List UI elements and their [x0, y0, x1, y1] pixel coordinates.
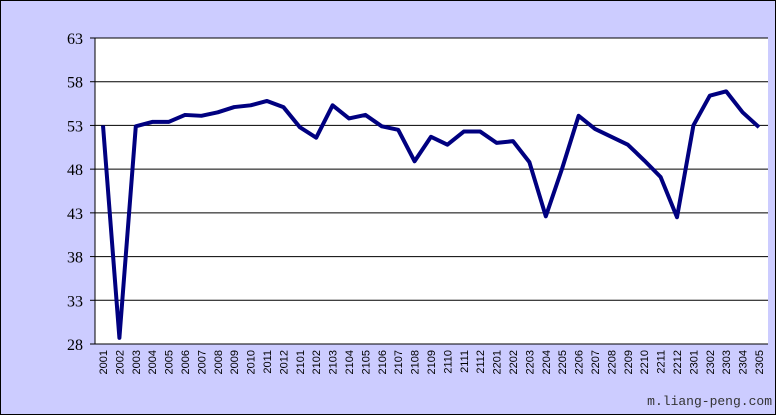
x-tick-label: 2106	[377, 350, 389, 374]
y-tick-label: 63	[67, 31, 83, 48]
x-tick-label: 2204	[541, 350, 553, 374]
x-tick-label: 2002	[114, 350, 126, 374]
y-tick-label: 53	[67, 118, 83, 135]
x-tick-label: 2304	[738, 350, 750, 374]
watermark: m.liang-peng.com	[647, 394, 772, 409]
x-tick-label: 2105	[360, 350, 372, 374]
x-tick-label: 2109	[426, 350, 438, 374]
x-tick-label: 2112	[475, 350, 487, 374]
y-tick-label: 58	[67, 75, 83, 92]
y-tick-label: 48	[67, 162, 83, 179]
x-tick-label: 2101	[295, 350, 307, 374]
x-tick-label: 2203	[524, 350, 536, 374]
line	[101, 89, 761, 340]
y-tick-label: 38	[67, 250, 83, 267]
x-tick-label: 2110	[442, 350, 454, 374]
x-tick-label: 2201	[492, 350, 504, 374]
x-tick-label: 2207	[590, 350, 602, 374]
x-tick-label: 2212	[672, 350, 684, 374]
x-tick-label: 2012	[278, 350, 290, 374]
x-tick-label: 2104	[344, 350, 356, 374]
x-tick-label: 2004	[147, 350, 159, 374]
x-tick-label: 2107	[393, 350, 405, 374]
x-tick-label: 2209	[623, 350, 635, 374]
x-tick-label: 2301	[688, 350, 700, 374]
x-tick-label: 2111	[459, 350, 471, 373]
x-tick-label: 2007	[196, 350, 208, 374]
x-tick-label: 2202	[508, 350, 520, 374]
y-tick-label: 33	[67, 293, 83, 310]
x-tick-label: 2008	[213, 350, 225, 374]
x-tick-label: 2011	[262, 350, 274, 374]
plot-area	[95, 38, 768, 344]
x-tick-label: 2010	[246, 350, 258, 374]
x-tick-label: 2303	[721, 350, 733, 374]
x-tick-label: 2001	[98, 350, 110, 374]
x-tick-label: 2005	[164, 350, 176, 374]
x-tick-label: 2205	[557, 350, 569, 374]
x-tick-label: 2103	[328, 350, 340, 374]
x-tick-label: 2102	[311, 350, 323, 374]
x-tick-label: 2206	[574, 350, 586, 374]
x-tick-label: 2211	[656, 350, 668, 374]
y-tick-label: 43	[67, 206, 83, 223]
x-tick-label: 2006	[180, 350, 192, 374]
x-tick-label: 2208	[606, 350, 618, 374]
x-tick-label: 2305	[754, 350, 766, 374]
x-tick-label: 2210	[639, 350, 651, 374]
x-tick-label: 2302	[705, 350, 717, 374]
y-tick-label: 28	[67, 337, 83, 354]
x-tick-label: 2009	[229, 350, 241, 374]
x-tick-label: 2003	[131, 350, 143, 374]
x-tick-label: 2108	[410, 350, 422, 374]
